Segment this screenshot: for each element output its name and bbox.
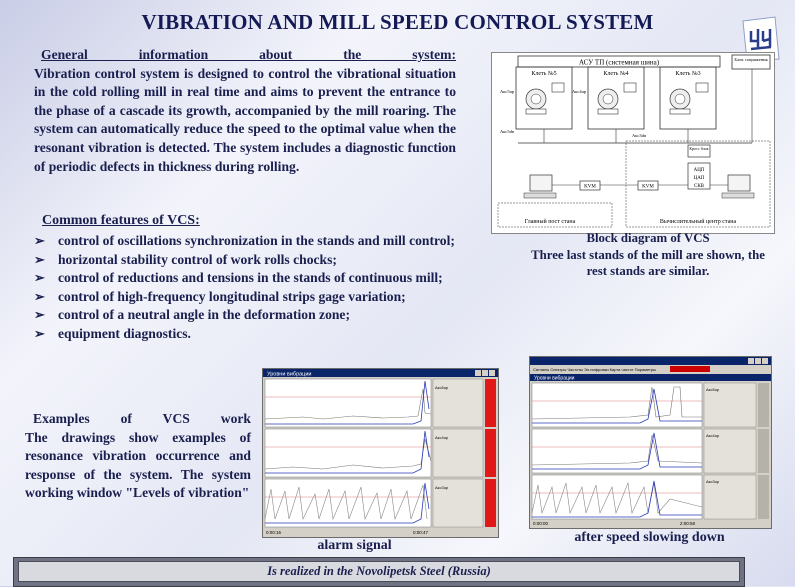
level-bar [758,475,769,519]
alarm-bar [485,479,496,527]
arrow-bullet-icon: ➢ [34,307,45,323]
intro-body: Vibration control system is designed to … [34,65,456,174]
svg-text:Акс3dn: Акс3dn [632,133,647,138]
diagram-caption: Block diagram of VCS Three last stands o… [528,230,768,280]
svg-text:Уровни вибрации: Уровни вибрации [534,376,575,382]
stand-label: Клеть №4 [603,71,628,77]
block-diagram: АСУ ТП (системная шина) Блок сопряжения … [491,52,775,234]
alarm-bar [485,429,496,477]
arrow-bullet-icon: ➢ [34,251,45,267]
svg-text:СКВ: СКВ [694,184,705,189]
svg-text:Вычислительный центр стана: Вычислительный центр стана [660,218,737,225]
svg-text:0:00:16: 0:00:16 [266,530,282,535]
feature-item: ➢ horizontal stability control of work ro… [34,251,456,270]
svg-text:АЦП: АЦП [694,168,705,173]
svg-text:Уровни вибрации: Уровни вибрации [267,372,311,378]
after-slowing-caption: after speed slowing down [574,530,725,545]
svg-text:Акс5up: Акс5up [435,385,449,390]
svg-text:Главный пост стана: Главный пост стана [525,218,576,225]
svg-text:ЦАП: ЦАП [694,176,705,181]
feature-item: ➢ control of reductions and tensions in t… [34,269,456,288]
level-bar [758,383,769,427]
footer-note: Is realized in the Novolipetsk Steel (Ru… [18,561,740,582]
examples-body: The drawings show examples of resonance … [25,429,251,501]
svg-text:0:00:47: 0:00:47 [413,530,429,535]
svg-text:Кросс блок: Кросс блок [689,146,708,151]
examples-heading: Examples of VCS work [33,411,251,426]
svg-text:Сигналы Спектры Частоты Эл.: Сигналы Спектры Частоты Эл.нифровки Карт… [533,367,656,372]
svg-text:Акс4up: Акс4up [706,433,720,438]
page-title: VIBRATION AND MILL SPEED CONTROL SYSTEM [141,10,654,34]
intro-section: General information about the system: Vi… [34,46,456,176]
arrow-bullet-icon: ➢ [34,270,45,286]
arrow-bullet-icon: ➢ [34,325,45,341]
features-heading: Common features of VCS: [42,213,200,228]
feature-item: ➢ equipment diagnostics. [34,325,456,344]
svg-text:Акс4up: Акс4up [435,435,449,440]
alarm-bar [485,379,496,427]
intro-heading: General information about the system: [41,47,456,62]
arrow-bullet-icon: ➢ [34,288,45,304]
features-list: ➢ control of oscillations synchronization… [34,232,456,344]
stand-label: Клеть №5 [531,71,556,77]
stand-4: Клеть №4 [587,66,645,130]
system-bus-label: АСУ ТП (системная шина) [579,59,660,67]
stand-3: Клеть №3 [659,66,717,130]
stand-label: Клеть №3 [675,71,700,77]
svg-text:Акс3up: Акс3up [706,479,720,484]
alarm-signal-caption: alarm signal [317,538,392,553]
computer-icon [523,174,557,199]
feature-item: ➢ control of oscillations synchronization… [34,232,456,251]
vibration-window-after: Сигналы Спектры Частоты Эл.нифровки Карт… [529,356,772,529]
svg-text:KVM: KVM [642,185,654,190]
diagram-caption-line1: Block diagram of VCS [586,231,710,245]
diagram-caption-line2: Three last stands of the mill are shown,… [531,247,765,279]
svg-text:Акс5up: Акс5up [500,89,515,94]
svg-text:0:00:00: 0:00:00 [533,521,549,526]
vibration-window-alarm: Уровни вибрации Акс5up Акс4up Акс3up [262,368,499,538]
svg-text:2:00:58: 2:00:58 [680,521,696,526]
examples-section: Examples of VCS work The drawings show e… [25,410,251,503]
institute-logo [741,15,781,63]
interface-block-label: Блок сопряжения [734,57,767,62]
arrow-bullet-icon: ➢ [34,233,45,248]
feature-item: ➢ control of a neutral angle in the defor… [34,306,456,325]
feature-item: ➢ control of high-frequency longitudinal … [34,288,456,307]
svg-text:KVM: KVM [584,185,596,190]
svg-text:Акс4up: Акс4up [572,89,587,94]
svg-text:Акс3up: Акс3up [435,485,449,490]
svg-text:Акс5dn: Акс5dn [500,129,515,134]
svg-text:Акс5up: Акс5up [706,387,720,392]
computer-icon [721,174,755,199]
stand-5: Клеть №5 [515,66,573,130]
level-bar [758,429,769,473]
